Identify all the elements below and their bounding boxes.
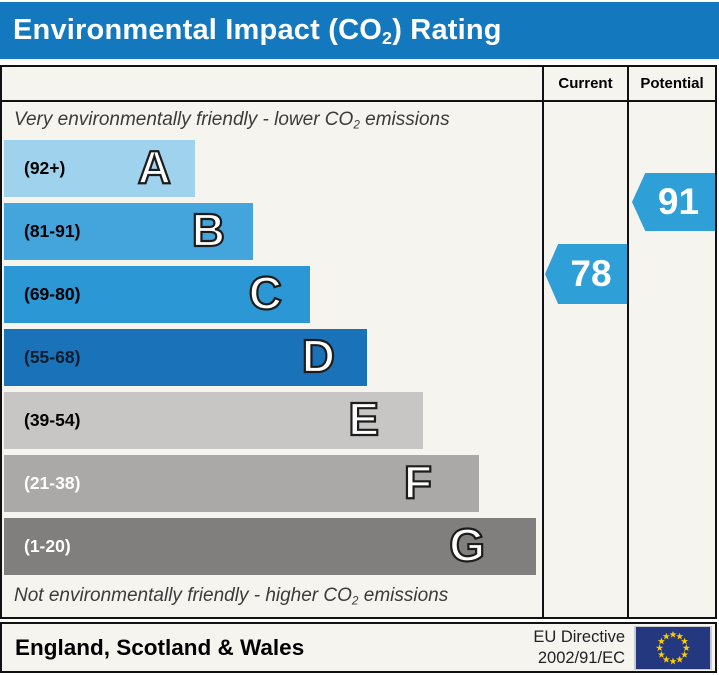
band-b: (81-91) B [4, 203, 253, 260]
current-rating-value: 78 [570, 253, 612, 294]
page-title: Environmental Impact (CO2) Rating [0, 2, 719, 59]
band-d-letter: D [301, 329, 336, 383]
bottom-note-suffix: emissions [358, 585, 449, 606]
top-note-suffix: emissions [359, 109, 450, 130]
eu-flag-icon [634, 626, 712, 670]
top-note: Very environmentally friendly - lower CO… [14, 109, 450, 131]
region-label: England, Scotland & Wales [15, 635, 305, 660]
top-note-text: Very environmentally friendly - lower CO [14, 109, 354, 130]
potential-column-divider [627, 67, 629, 617]
band-e-letter: E [347, 392, 380, 446]
band-b-letter: B [191, 203, 226, 257]
band-g-range: (1-20) [24, 536, 71, 556]
band-f: (21-38) F [4, 455, 479, 512]
current-column-divider [542, 67, 544, 617]
band-e-range: (39-54) [24, 410, 81, 430]
band-g: (1-20) G [4, 518, 536, 575]
potential-column-header: Potential [640, 75, 704, 92]
band-b-range: (81-91) [24, 221, 81, 241]
band-c-range: (69-80) [24, 284, 81, 304]
title-subscript: 2 [381, 28, 393, 49]
band-a: (92+) A [4, 140, 195, 197]
band-a-range: (92+) [24, 158, 66, 178]
band-d: (55-68) D [4, 329, 367, 386]
rating-chart: Current Potential Very environmentally f… [0, 65, 717, 619]
band-f-letter: F [403, 455, 433, 509]
title-prefix: Environmental Impact (CO [13, 14, 382, 46]
band-g-letter: G [448, 518, 486, 572]
eu-directive-line2: 2002/91/EC [537, 649, 625, 667]
eu-directive-label: EU Directive 2002/91/EC [533, 627, 625, 669]
bottom-note-text: Not environmentally friendly - higher CO [14, 585, 352, 606]
potential-rating-value: 91 [657, 181, 700, 222]
eu-directive-line1: EU Directive [533, 628, 625, 646]
potential-rating-arrow: 91 [632, 173, 715, 231]
title-suffix: ) Rating [392, 14, 502, 46]
band-c-letter: C [248, 266, 283, 320]
bottom-note-subscript: 2 [351, 594, 359, 608]
footer-bar: England, Scotland & Wales EU Directive 2… [0, 622, 717, 673]
header-divider [2, 100, 715, 102]
current-rating-arrow: 78 [545, 244, 627, 304]
bottom-note: Not environmentally friendly - higher CO… [14, 585, 448, 607]
top-note-subscript: 2 [353, 118, 360, 132]
band-c: (69-80) C [4, 266, 310, 323]
band-e: (39-54) E [4, 392, 423, 449]
current-column-header: Current [558, 75, 613, 92]
band-f-range: (21-38) [24, 473, 81, 493]
band-a-letter: A [137, 140, 172, 194]
band-d-range: (55-68) [24, 347, 81, 367]
